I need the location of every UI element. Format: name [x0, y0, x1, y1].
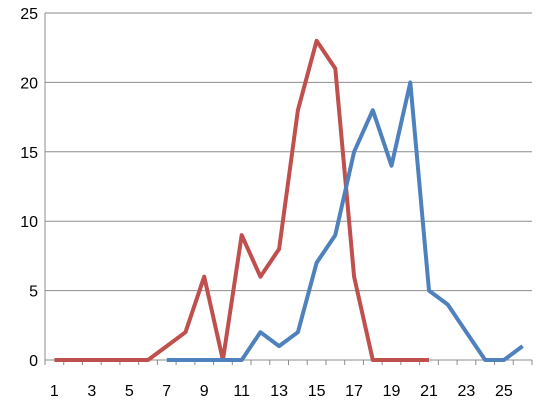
- y-tick-label: 5: [29, 284, 38, 301]
- x-tick-label: 11: [233, 383, 250, 400]
- x-tick-label: 23: [458, 383, 476, 400]
- x-tick-label: 3: [87, 383, 96, 400]
- y-tick-label: 25: [20, 6, 38, 23]
- gridlines: [45, 12, 532, 292]
- x-tick-label: 1: [50, 383, 59, 400]
- series-line-2: [166, 80, 524, 362]
- x-tick-label: 5: [125, 383, 134, 400]
- x-tick-label: 15: [308, 383, 326, 400]
- y-tick-label: 0: [29, 353, 38, 370]
- x-tick-label: 7: [162, 383, 171, 400]
- y-tick-label: 20: [20, 75, 38, 92]
- y-axis-tick-labels: 0 5 10 15 20 25: [20, 6, 38, 370]
- x-tick-label: 17: [345, 383, 363, 400]
- x-tick-label: 21: [420, 383, 438, 400]
- series-line-1: [54, 38, 429, 362]
- series-lines: [54, 38, 524, 362]
- y-tick-label: 10: [20, 214, 38, 231]
- x-axis-tick-labels: 1 3 5 7 9 11 13 15 17 19 21 23 25: [50, 383, 513, 400]
- x-tick-label: 13: [270, 383, 288, 400]
- x-tick-label: 25: [495, 383, 513, 400]
- x-tick-label: 9: [200, 383, 209, 400]
- x-tick-label: 19: [383, 383, 401, 400]
- y-tick-label: 15: [20, 145, 38, 162]
